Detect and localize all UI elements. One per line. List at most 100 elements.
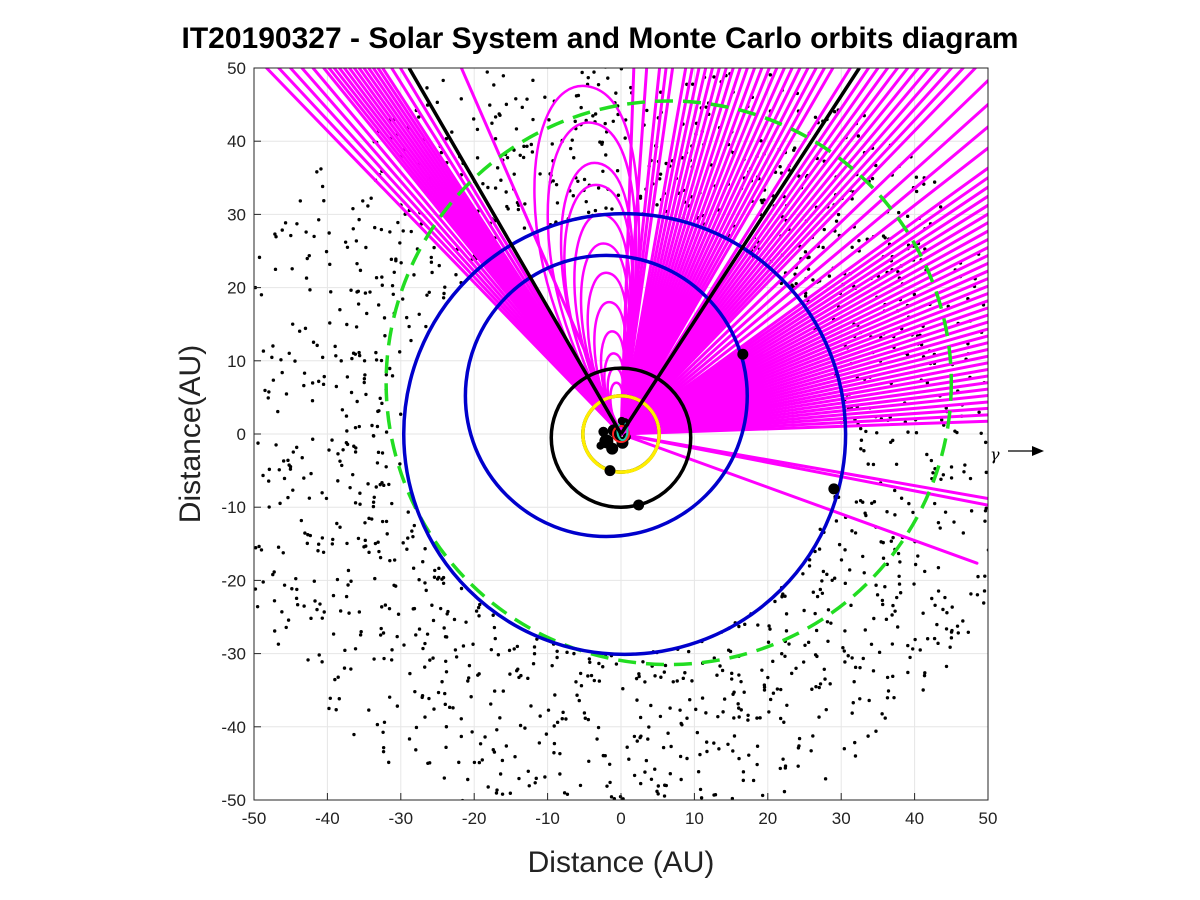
kuiper-object <box>401 541 405 545</box>
kuiper-object <box>294 576 298 581</box>
kuiper-object <box>516 667 520 671</box>
kuiper-object <box>327 706 331 711</box>
kuiper-object <box>324 249 329 254</box>
kuiper-object <box>584 199 588 204</box>
kuiper-object <box>389 658 394 662</box>
kuiper-object <box>505 204 509 209</box>
kuiper-object <box>578 671 583 676</box>
kuiper-object <box>685 716 689 720</box>
kuiper-object <box>471 117 476 121</box>
kuiper-object <box>383 603 388 607</box>
kuiper-object <box>657 801 660 804</box>
kuiper-object <box>782 720 786 724</box>
monte-carlo-loop <box>533 84 641 435</box>
kuiper-object <box>870 176 875 181</box>
kuiper-object <box>891 535 895 540</box>
kuiper-object <box>595 38 598 41</box>
kuiper-object <box>988 475 991 478</box>
kuiper-object <box>544 732 549 736</box>
kuiper-object <box>922 182 926 186</box>
kuiper-object <box>410 529 414 533</box>
kuiper-object <box>685 756 689 761</box>
kuiper-object <box>406 536 410 540</box>
kuiper-object <box>450 130 454 134</box>
kuiper-object <box>432 575 437 579</box>
kuiper-object <box>478 742 483 746</box>
kuiper-object <box>345 375 350 379</box>
kuiper-object <box>345 429 349 433</box>
kuiper-object <box>333 344 337 349</box>
kuiper-object <box>409 338 413 343</box>
kuiper-object <box>858 426 863 431</box>
kuiper-object <box>284 625 288 630</box>
kuiper-object <box>427 696 431 701</box>
kuiper-object <box>398 462 402 466</box>
x-tick-label: 10 <box>685 809 704 828</box>
kuiper-object <box>425 293 429 297</box>
kuiper-object <box>273 267 278 272</box>
kuiper-object <box>796 746 801 750</box>
kuiper-object <box>759 198 764 202</box>
kuiper-object <box>430 270 434 275</box>
kuiper-object <box>994 524 997 527</box>
kuiper-object <box>385 532 389 536</box>
kuiper-object <box>345 442 350 447</box>
kuiper-object <box>303 531 307 535</box>
kuiper-object <box>390 283 395 288</box>
kuiper-object <box>322 610 326 614</box>
kuiper-object <box>224 486 227 489</box>
kuiper-object <box>256 441 260 445</box>
kuiper-object <box>390 374 395 378</box>
kuiper-object <box>621 686 625 691</box>
kuiper-object <box>1007 529 1010 532</box>
kuiper-object <box>943 595 947 600</box>
x-tick-label: -20 <box>462 809 487 828</box>
kuiper-object <box>712 793 716 797</box>
kuiper-object <box>1008 329 1011 332</box>
kuiper-object <box>823 777 828 781</box>
kuiper-object <box>929 458 934 463</box>
kuiper-object <box>739 679 743 684</box>
kuiper-object <box>312 579 316 583</box>
kuiper-object <box>528 50 531 53</box>
kuiper-object <box>801 660 806 664</box>
planet-orbit <box>401 211 848 657</box>
kuiper-object <box>351 227 355 231</box>
kuiper-object <box>531 117 535 122</box>
kuiper-object <box>474 609 479 613</box>
kuiper-object <box>380 519 385 524</box>
kuiper-object <box>347 611 351 615</box>
kuiper-object <box>634 43 637 46</box>
kuiper-object <box>276 545 281 549</box>
kuiper-object <box>480 758 484 762</box>
kuiper-object <box>282 476 287 481</box>
kuiper-object <box>365 311 369 316</box>
y-tick-label: -40 <box>221 718 246 737</box>
kuiper-object <box>663 663 668 668</box>
kuiper-object <box>316 542 321 546</box>
kuiper-object <box>504 49 507 52</box>
kuiper-object <box>885 510 889 514</box>
kuiper-object <box>459 734 464 739</box>
kuiper-object <box>741 778 746 783</box>
kuiper-object <box>794 282 798 286</box>
kuiper-object <box>826 608 831 612</box>
kuiper-object <box>492 625 497 630</box>
kuiper-object <box>704 740 709 744</box>
kuiper-object <box>495 728 499 732</box>
kuiper-object <box>346 568 351 573</box>
kuiper-object <box>686 649 691 654</box>
kuiper-object <box>317 653 321 657</box>
kuiper-object <box>417 627 422 631</box>
kuiper-object <box>349 288 353 292</box>
kuiper-object <box>857 238 861 243</box>
kuiper-object <box>517 675 521 680</box>
kuiper-object <box>311 340 316 344</box>
kuiper-object <box>621 797 625 800</box>
kuiper-object <box>390 501 394 506</box>
kuiper-object <box>402 643 406 647</box>
monte-carlo-ray <box>619 125 988 436</box>
kuiper-object <box>444 725 449 729</box>
kuiper-object <box>897 582 902 586</box>
y-tick-label: -30 <box>221 645 246 664</box>
